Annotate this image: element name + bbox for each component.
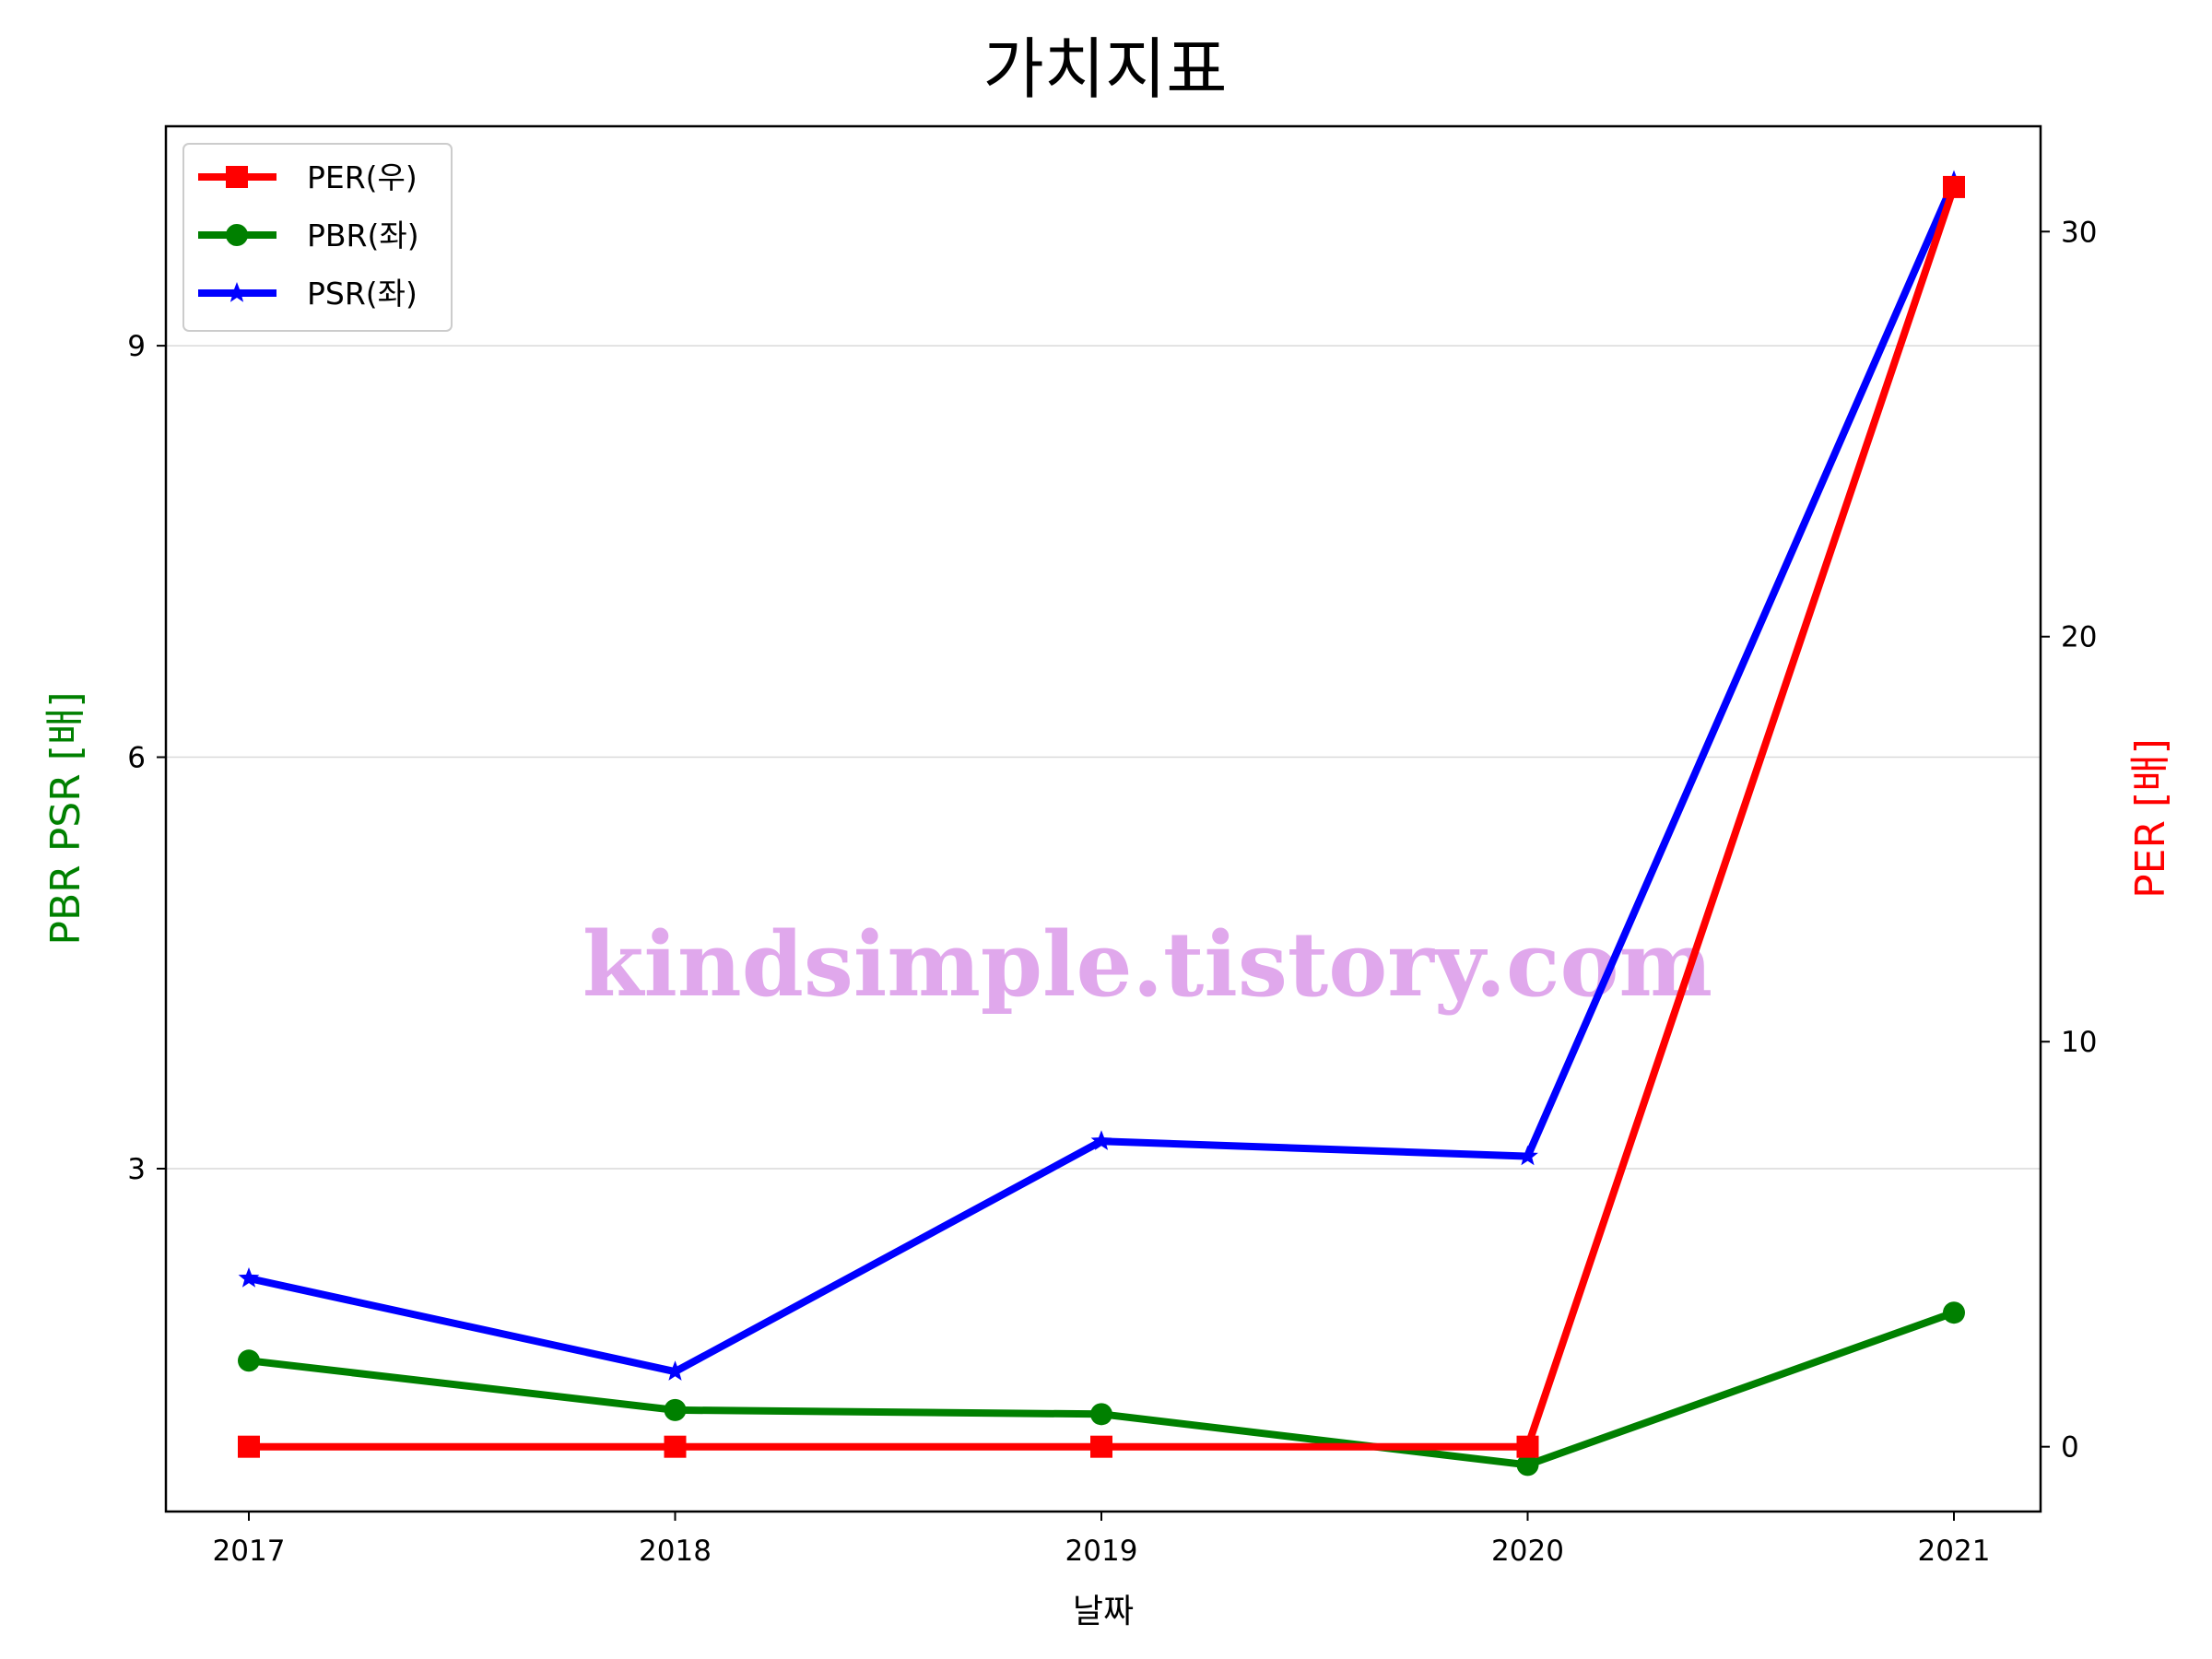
legend-label: PSR(좌) <box>307 276 418 312</box>
right-tick-label: 30 <box>2061 216 2097 249</box>
right-axis-label: PER [배] <box>2127 738 2174 899</box>
series-line <box>249 185 1958 1451</box>
data-point-2017 <box>238 1435 260 1458</box>
x-tick-label: 2017 <box>213 1535 286 1568</box>
x-tick-label: 2019 <box>1065 1535 1138 1568</box>
legend-marker <box>226 166 248 188</box>
data-point-2018 <box>665 1360 686 1381</box>
x-axis-label: 날짜 <box>1073 1593 1134 1630</box>
right-tick-label: 10 <box>2061 1026 2097 1059</box>
legend-marker <box>226 224 248 246</box>
data-point-2019 <box>1090 1403 1112 1426</box>
legend-frame <box>182 143 453 332</box>
left-tick-label: 3 <box>127 1153 146 1186</box>
left-axis-ticks: 3 6 9 <box>127 330 166 1186</box>
data-point-2019 <box>1090 1130 1112 1150</box>
series-lines <box>238 170 1965 1477</box>
left-tick-label: 6 <box>127 742 146 775</box>
series-PBR(좌) <box>238 1301 1965 1477</box>
data-point-2017 <box>238 1349 260 1372</box>
data-point-2020 <box>1516 1453 1539 1477</box>
data-point-2017 <box>238 1267 260 1288</box>
data-point-2021 <box>1943 1301 1965 1324</box>
legend-item: PSR(좌) <box>198 276 418 312</box>
series-PSR(좌) <box>238 170 1965 1381</box>
legend-label: PBR(좌) <box>307 218 419 253</box>
right-tick-label: 20 <box>2061 621 2097 654</box>
right-tick-label: 0 <box>2061 1431 2079 1465</box>
plot-area-frame <box>164 124 2042 1513</box>
x-tick-label: 2020 <box>1491 1535 1564 1568</box>
series-line <box>248 179 1958 1376</box>
legend-item: PER(우) <box>198 159 418 195</box>
series-PER(우) <box>238 175 1965 1458</box>
legend-item: PBR(좌) <box>198 218 419 253</box>
gridlines <box>166 345 2041 1170</box>
data-point-2021 <box>1943 175 1965 198</box>
legend-label: PER(우) <box>307 159 418 195</box>
chart-title: 가치지표 <box>983 30 1228 108</box>
legend: PER(우) PBR(좌) PSR(좌) <box>182 143 453 332</box>
right-axis-ticks: 0 10 20 30 <box>2041 216 2097 1465</box>
data-point-2019 <box>1090 1435 1112 1458</box>
data-point-2020 <box>1516 1435 1539 1458</box>
x-axis-ticks: 2017 2018 2019 2020 2021 <box>213 1512 1991 1568</box>
data-point-2020 <box>1517 1145 1538 1166</box>
data-point-2018 <box>664 1398 687 1421</box>
data-point-2018 <box>664 1435 687 1458</box>
left-axis-label: PBR PSR [배] <box>42 691 89 945</box>
legend-marker <box>226 282 248 302</box>
left-tick-label: 9 <box>127 330 146 363</box>
watermark-text: kindsimple.tistory.com <box>582 912 1712 1017</box>
x-tick-label: 2018 <box>639 1535 712 1568</box>
x-tick-label: 2021 <box>1918 1535 1991 1568</box>
